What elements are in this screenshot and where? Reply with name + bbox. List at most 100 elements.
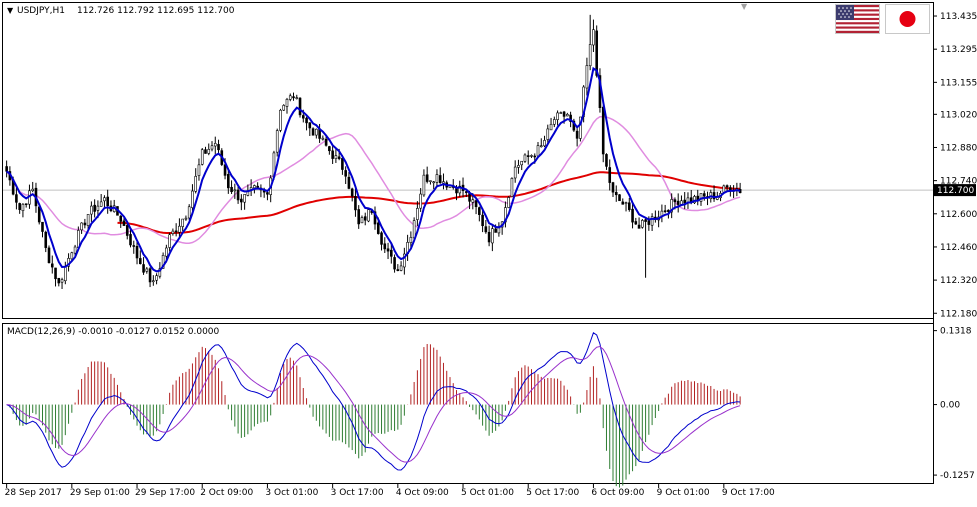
candle-body bbox=[119, 215, 123, 222]
candle-body bbox=[712, 192, 716, 200]
candle-body bbox=[334, 155, 338, 159]
ma-fast-line bbox=[5, 66, 741, 273]
candle-body bbox=[357, 209, 361, 225]
candle-body bbox=[536, 145, 540, 157]
candle-body bbox=[253, 185, 256, 189]
candle-body bbox=[702, 193, 706, 197]
candle-body bbox=[673, 199, 677, 203]
signal-line bbox=[6, 345, 741, 463]
candle-body bbox=[425, 174, 429, 182]
macd-tick-label: 0.1318 bbox=[940, 327, 972, 337]
time-tick-label: 29 Sep 17:00 bbox=[135, 488, 195, 498]
candle-body bbox=[227, 174, 230, 189]
candle-body bbox=[191, 190, 194, 208]
candle-body bbox=[559, 112, 563, 114]
candle-body bbox=[523, 154, 527, 162]
ohlc-readout: 112.726 112.792 112.695 112.700 bbox=[77, 6, 235, 16]
price-tick-label: 112.180 bbox=[940, 309, 977, 319]
candle-body bbox=[256, 185, 259, 188]
candle-body bbox=[106, 196, 109, 207]
candle-body bbox=[464, 191, 468, 193]
candle-body bbox=[311, 128, 315, 136]
candle-body bbox=[138, 258, 142, 265]
candle-body bbox=[347, 176, 351, 189]
collapse-arrow-icon[interactable]: ▼ bbox=[7, 6, 14, 15]
candle-body bbox=[236, 189, 240, 201]
candle-body bbox=[165, 247, 168, 257]
candle-body bbox=[526, 155, 530, 157]
candle-body bbox=[667, 209, 670, 213]
candle-body bbox=[363, 216, 367, 221]
macd-tick-label: 0.00 bbox=[940, 401, 960, 411]
candle-body bbox=[142, 264, 145, 273]
candle-body bbox=[292, 96, 295, 99]
time-tick-label: 28 Sep 2017 bbox=[5, 488, 62, 498]
candle-body bbox=[210, 145, 214, 150]
candle-body bbox=[217, 144, 220, 151]
candle-body bbox=[386, 248, 390, 252]
candle-body bbox=[50, 263, 54, 268]
candle-body bbox=[161, 255, 165, 269]
candle-body bbox=[585, 65, 589, 89]
candle-body bbox=[350, 188, 354, 197]
candle-body bbox=[497, 227, 501, 234]
candle-body bbox=[601, 106, 605, 155]
time-tick-label: 5 Oct 17:00 bbox=[526, 488, 579, 498]
candle-body bbox=[367, 209, 370, 222]
candle-body bbox=[683, 199, 687, 204]
candle-body bbox=[99, 201, 103, 207]
candle-body bbox=[15, 194, 18, 203]
candle-body bbox=[634, 221, 638, 225]
time-tick-label: 2 Oct 09:00 bbox=[200, 488, 253, 498]
macd-panel-frame bbox=[2, 323, 934, 484]
candle-body bbox=[60, 279, 64, 283]
candle-body bbox=[670, 199, 673, 213]
candle-body bbox=[621, 201, 625, 205]
candle-body bbox=[354, 196, 357, 211]
candle-body bbox=[491, 228, 494, 244]
candle-body bbox=[207, 149, 211, 154]
candle-body bbox=[21, 203, 25, 211]
candle-body bbox=[93, 204, 96, 212]
scroll-marker-icon[interactable]: ▼ bbox=[741, 2, 748, 11]
candle-body bbox=[729, 187, 732, 191]
candle-body bbox=[725, 185, 729, 188]
candle-body bbox=[637, 224, 641, 229]
candle-body bbox=[722, 185, 726, 193]
candle-body bbox=[184, 217, 188, 220]
candle-body bbox=[155, 275, 158, 281]
candle-body bbox=[125, 225, 129, 236]
candle-body bbox=[194, 176, 198, 192]
candle-body bbox=[390, 249, 393, 257]
price-tick-label: 112.460 bbox=[940, 243, 977, 253]
ma-slow-line bbox=[117, 171, 741, 234]
candle-body bbox=[73, 246, 77, 254]
candle-body bbox=[419, 193, 422, 209]
candle-body bbox=[57, 277, 61, 284]
candle-body bbox=[474, 200, 478, 208]
price-tick-label: 112.600 bbox=[940, 210, 977, 220]
time-tick-label: 3 Oct 01:00 bbox=[265, 488, 318, 498]
candle-body bbox=[517, 165, 520, 168]
candle-body bbox=[458, 185, 462, 194]
candle-body bbox=[18, 203, 21, 210]
candle-body bbox=[337, 156, 341, 159]
candle-body bbox=[663, 210, 667, 212]
candle-body bbox=[187, 206, 191, 219]
candle-body bbox=[471, 199, 475, 203]
candle-body bbox=[233, 189, 237, 192]
candle-body bbox=[301, 115, 305, 119]
candle-body bbox=[344, 170, 347, 177]
candle-body bbox=[478, 207, 481, 215]
time-tick-label: 4 Oct 09:00 bbox=[396, 488, 449, 498]
candle-body bbox=[403, 253, 406, 268]
candle-body bbox=[383, 243, 387, 250]
candle-body bbox=[230, 186, 233, 193]
candle-body bbox=[373, 211, 377, 225]
candle-body bbox=[240, 198, 243, 203]
candle-body bbox=[588, 44, 592, 67]
candle-body bbox=[129, 234, 132, 246]
candle-body bbox=[641, 220, 644, 228]
